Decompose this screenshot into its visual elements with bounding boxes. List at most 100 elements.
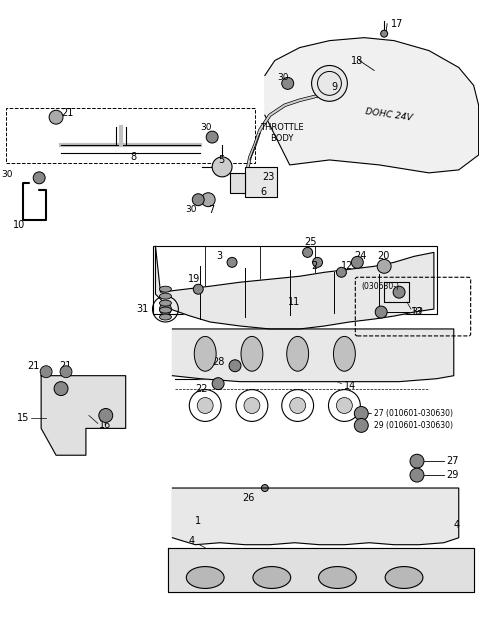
Text: 30: 30 xyxy=(185,205,197,214)
Ellipse shape xyxy=(159,314,171,320)
Text: 30: 30 xyxy=(1,171,13,180)
Text: 13: 13 xyxy=(411,307,423,317)
Text: 5: 5 xyxy=(218,155,224,165)
Circle shape xyxy=(192,194,204,205)
Circle shape xyxy=(312,66,348,101)
Text: 28: 28 xyxy=(213,357,225,367)
Text: 21: 21 xyxy=(27,361,39,371)
Text: 20: 20 xyxy=(377,251,390,261)
Text: DOHC 24V: DOHC 24V xyxy=(365,108,413,123)
Ellipse shape xyxy=(287,336,309,371)
Circle shape xyxy=(302,247,312,258)
Circle shape xyxy=(212,377,224,390)
Ellipse shape xyxy=(334,336,355,371)
Circle shape xyxy=(206,131,218,143)
Text: 16: 16 xyxy=(99,421,111,430)
Text: 4: 4 xyxy=(188,536,194,545)
Text: 23: 23 xyxy=(262,172,274,182)
Circle shape xyxy=(212,157,232,177)
Polygon shape xyxy=(265,37,479,173)
Text: (030630-): (030630-) xyxy=(361,281,399,290)
Text: 27 (010601-030630): 27 (010601-030630) xyxy=(374,409,453,418)
Circle shape xyxy=(244,397,260,413)
Text: 30: 30 xyxy=(200,122,212,131)
Circle shape xyxy=(351,256,363,269)
Circle shape xyxy=(227,258,237,267)
Text: 19: 19 xyxy=(188,274,201,284)
Text: 31: 31 xyxy=(136,304,148,314)
Text: 6: 6 xyxy=(260,187,266,197)
Ellipse shape xyxy=(186,567,224,589)
Circle shape xyxy=(312,258,323,267)
Ellipse shape xyxy=(241,336,263,371)
Polygon shape xyxy=(156,247,434,329)
Polygon shape xyxy=(172,488,459,545)
Circle shape xyxy=(336,397,352,413)
Text: 26: 26 xyxy=(242,493,255,503)
Circle shape xyxy=(354,406,368,421)
Ellipse shape xyxy=(159,300,171,306)
Circle shape xyxy=(375,306,387,318)
Circle shape xyxy=(410,468,424,482)
Circle shape xyxy=(159,303,171,315)
Circle shape xyxy=(354,419,368,432)
Polygon shape xyxy=(41,375,126,455)
Ellipse shape xyxy=(319,567,356,589)
Ellipse shape xyxy=(253,567,291,589)
Text: 2: 2 xyxy=(312,261,318,271)
Ellipse shape xyxy=(385,567,423,589)
Text: 29: 29 xyxy=(446,470,458,480)
Text: 22: 22 xyxy=(196,384,208,393)
Polygon shape xyxy=(230,173,245,193)
Text: 14: 14 xyxy=(344,381,357,391)
Text: 4: 4 xyxy=(454,520,460,530)
Circle shape xyxy=(60,366,72,377)
Circle shape xyxy=(99,408,113,422)
Text: 21: 21 xyxy=(59,361,72,371)
Circle shape xyxy=(33,172,45,184)
Circle shape xyxy=(40,366,52,377)
Bar xyxy=(245,167,277,196)
Circle shape xyxy=(229,360,241,372)
Circle shape xyxy=(381,30,388,37)
Text: 1: 1 xyxy=(195,516,202,526)
Text: 10: 10 xyxy=(13,220,25,229)
Text: 30: 30 xyxy=(278,73,289,82)
Circle shape xyxy=(193,284,203,294)
Circle shape xyxy=(49,110,63,124)
Text: 25: 25 xyxy=(305,238,317,247)
Text: 3: 3 xyxy=(216,251,222,261)
Text: 21: 21 xyxy=(61,108,73,118)
Text: 9: 9 xyxy=(332,82,337,92)
Circle shape xyxy=(290,397,306,413)
Circle shape xyxy=(262,484,268,491)
Bar xyxy=(153,247,437,314)
Text: 8: 8 xyxy=(131,152,137,162)
Circle shape xyxy=(336,267,347,278)
Ellipse shape xyxy=(159,293,171,299)
Text: 7: 7 xyxy=(208,205,215,214)
Text: 27: 27 xyxy=(446,456,458,466)
Polygon shape xyxy=(172,329,454,382)
Text: 15: 15 xyxy=(17,413,29,424)
Ellipse shape xyxy=(159,286,171,292)
Text: THROTTLE
BODY: THROTTLE BODY xyxy=(260,123,303,142)
Circle shape xyxy=(377,260,391,273)
Circle shape xyxy=(201,193,215,207)
Ellipse shape xyxy=(194,336,216,371)
Polygon shape xyxy=(168,547,474,592)
Text: 17: 17 xyxy=(391,19,404,29)
Text: 12: 12 xyxy=(341,261,354,271)
Bar xyxy=(172,490,307,535)
Circle shape xyxy=(410,454,424,468)
Circle shape xyxy=(197,397,213,413)
Circle shape xyxy=(282,77,294,90)
Ellipse shape xyxy=(159,307,171,313)
Text: 32: 32 xyxy=(411,307,423,317)
Circle shape xyxy=(393,286,405,298)
Circle shape xyxy=(54,382,68,395)
Text: 24: 24 xyxy=(354,251,367,261)
Text: 29 (010601-030630): 29 (010601-030630) xyxy=(374,421,453,430)
Bar xyxy=(6,108,255,163)
Text: 18: 18 xyxy=(351,55,364,66)
